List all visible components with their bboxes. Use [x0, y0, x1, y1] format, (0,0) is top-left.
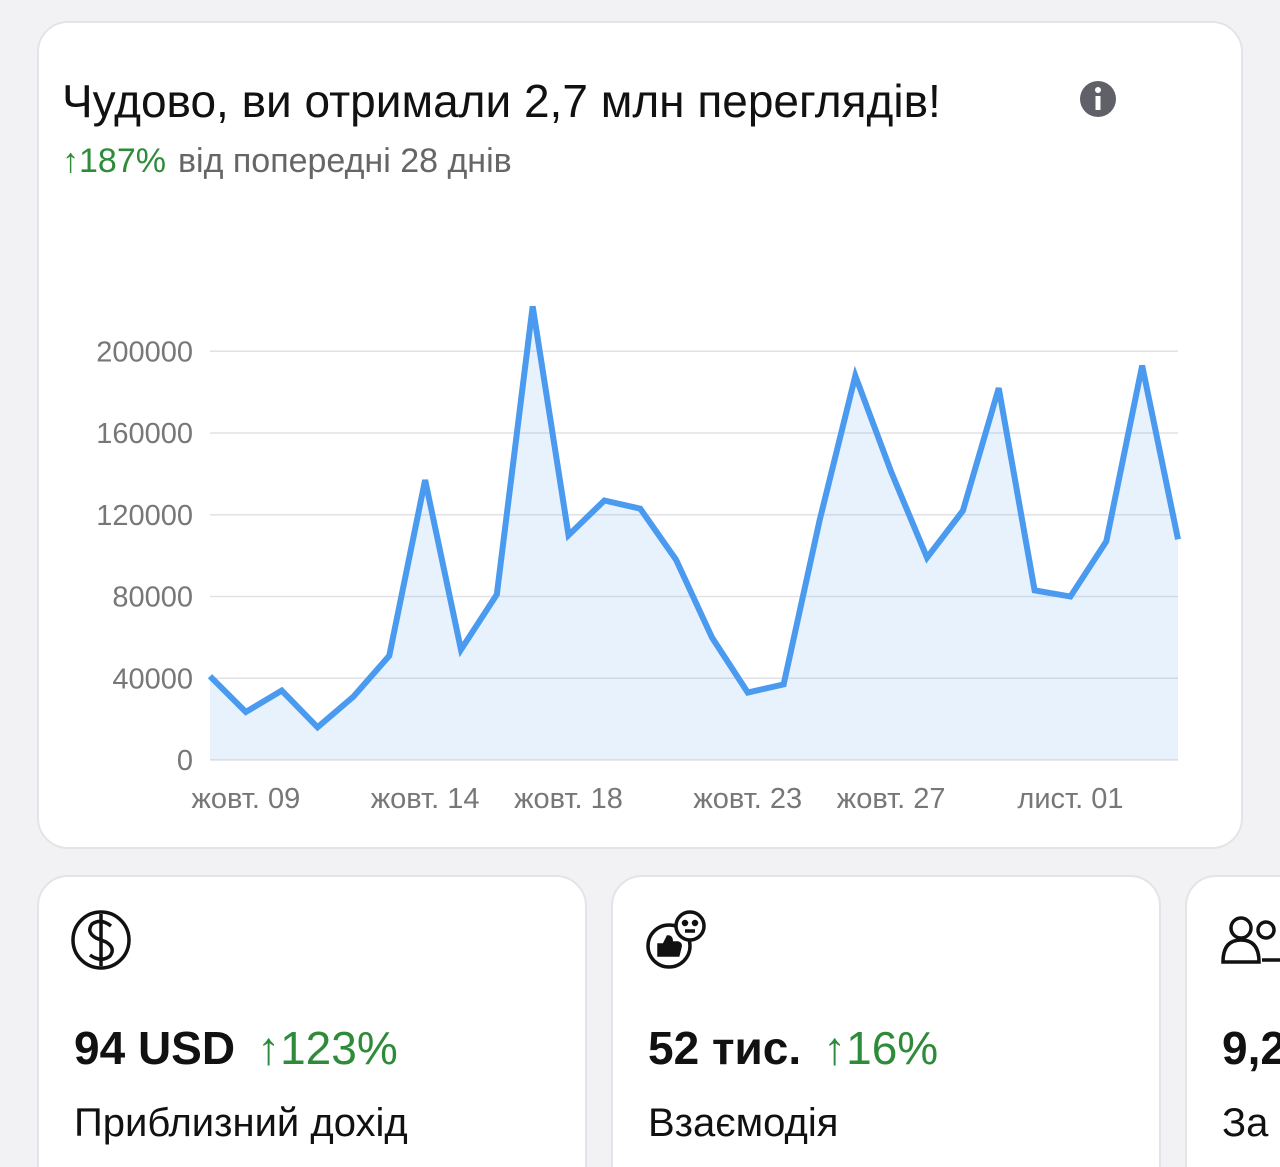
- info-icon[interactable]: [1080, 81, 1116, 117]
- card-value: 52 тис.: [648, 1022, 801, 1074]
- x-tick-label: жовт. 27: [837, 783, 946, 815]
- card-label: Взаємодія: [648, 1101, 838, 1145]
- y-tick-label: 200000: [96, 336, 193, 368]
- x-tick-label: жовт. 09: [191, 783, 300, 815]
- y-tick-label: 80000: [112, 582, 193, 614]
- change: ↑187%: [62, 142, 166, 180]
- chart-title: Чудово, ви отримали 2,7 млн переглядів!: [62, 75, 941, 127]
- subtitle: від попередні 28 днів: [178, 142, 512, 180]
- area: [210, 306, 1178, 760]
- y-tick-label: 40000: [112, 663, 193, 695]
- card[interactable]: [611, 875, 1161, 1167]
- card-value: 94 USD: [74, 1022, 235, 1074]
- line: [207, 305, 1181, 732]
- card-label: За: [1222, 1101, 1269, 1145]
- x-tick-label: жовт. 18: [514, 783, 623, 815]
- x-tick-label: лист. 01: [1017, 783, 1123, 815]
- card-value: 9,2: [1222, 1022, 1280, 1074]
- y-tick-label: 160000: [96, 418, 193, 450]
- y-tick-label: 0: [177, 745, 193, 777]
- dollar-icon: [71, 910, 131, 970]
- card-change: ↑16%: [823, 1022, 938, 1074]
- people-icon: [1221, 916, 1280, 964]
- card[interactable]: [37, 875, 587, 1167]
- x-tick-label: жовт. 23: [693, 783, 802, 815]
- card-change: ↑123%: [257, 1022, 398, 1074]
- engagement-icon: [646, 910, 706, 969]
- x-tick-label: жовт. 14: [371, 783, 480, 815]
- y-tick-label: 120000: [96, 500, 193, 532]
- card-label: Приблизний дохід: [74, 1101, 408, 1145]
- chart-card: [37, 21, 1243, 849]
